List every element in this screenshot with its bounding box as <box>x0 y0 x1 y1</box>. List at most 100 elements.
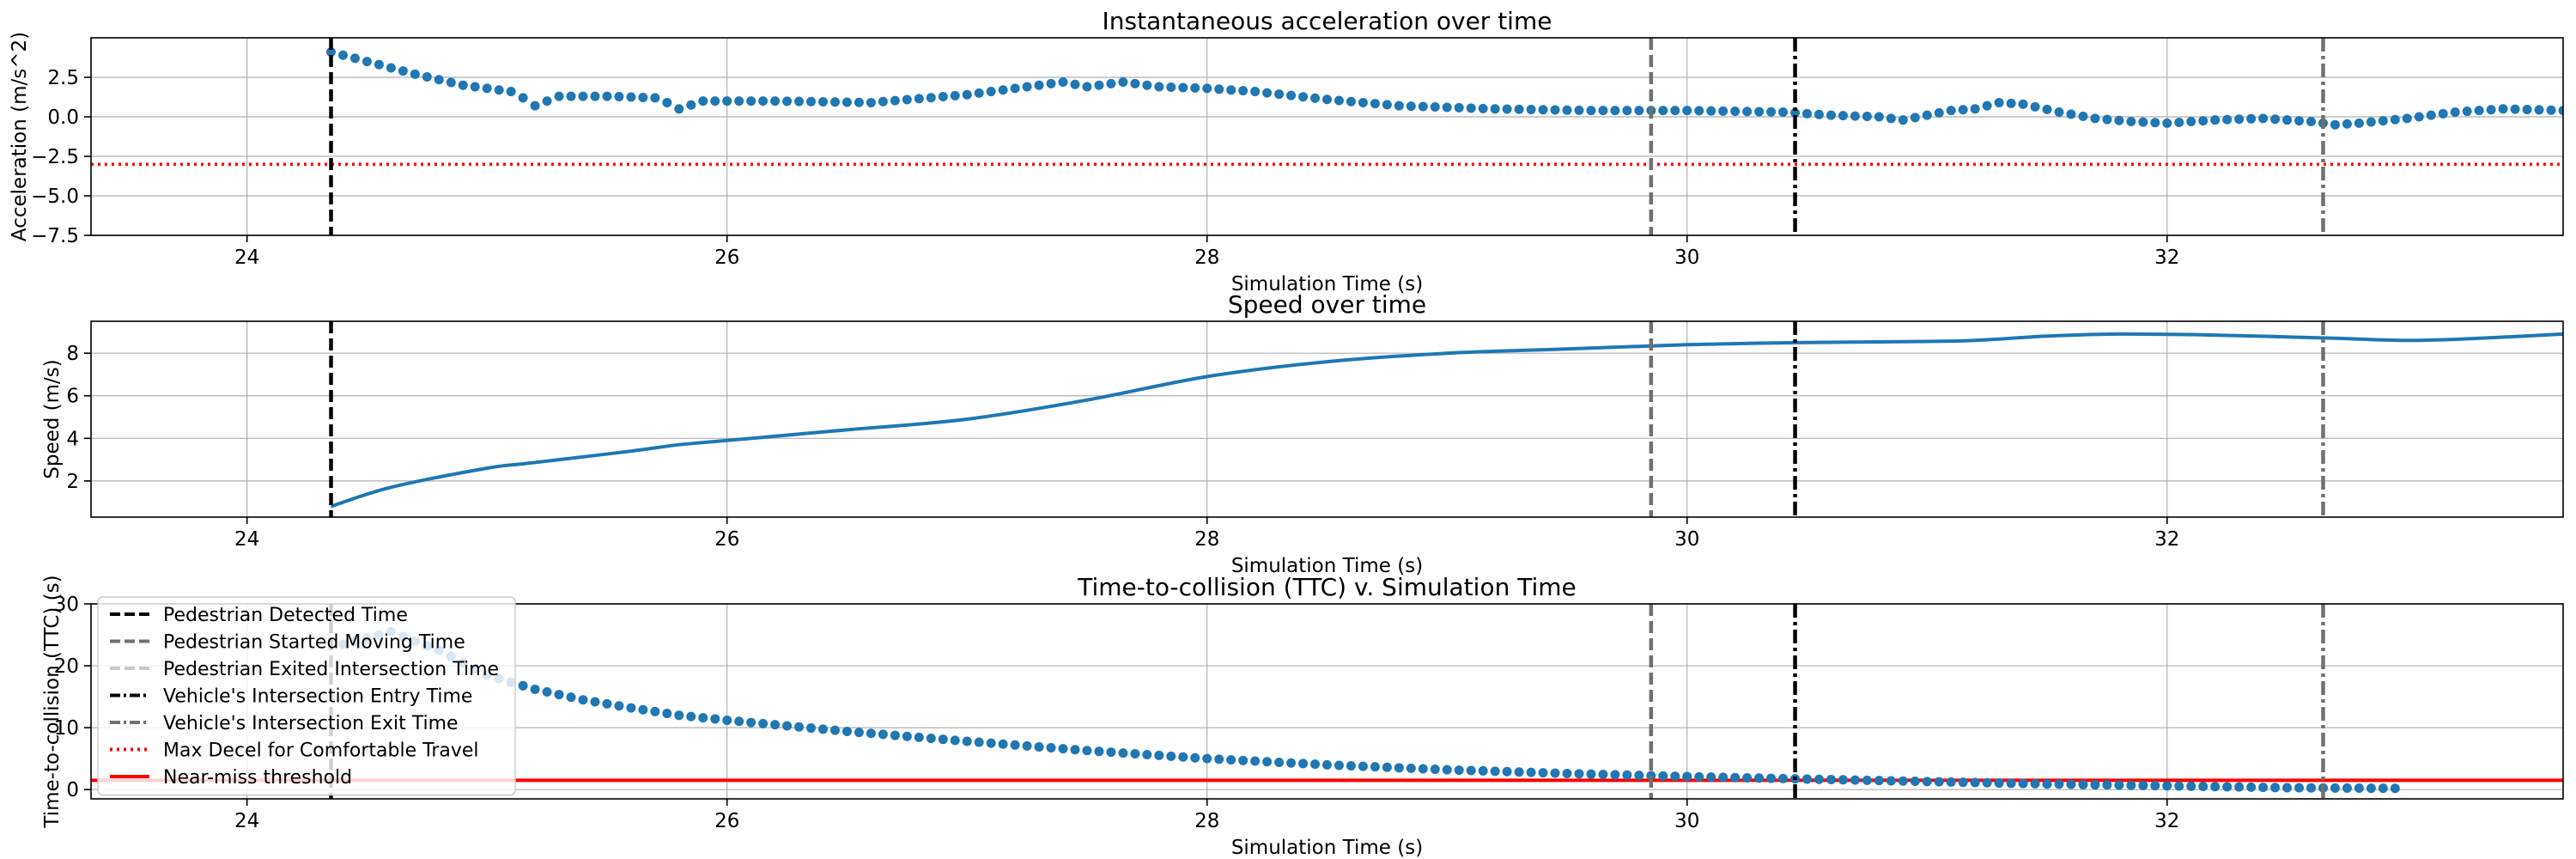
x-tick-label: 32 <box>2154 528 2179 551</box>
data-point <box>349 53 360 64</box>
data-point <box>1970 104 1980 114</box>
data-point <box>2282 115 2293 125</box>
data-point <box>902 94 912 105</box>
y-axis-label: Acceleration (m/s^2) <box>9 32 31 241</box>
data-point <box>2150 781 2160 791</box>
data-point <box>614 701 624 711</box>
data-point <box>1430 765 1440 775</box>
data-point <box>758 718 769 728</box>
data-point <box>674 710 684 721</box>
x-tick-label: 30 <box>1674 247 1699 269</box>
data-point <box>1322 94 1332 105</box>
axes-frame <box>90 37 2564 236</box>
data-point <box>1550 768 1560 778</box>
legend-item: Vehicle's Intersection Entry Time <box>110 686 472 708</box>
data-point <box>1346 761 1356 771</box>
data-point <box>1562 768 1572 778</box>
x-tick-label: 26 <box>714 247 739 269</box>
data-point <box>950 90 960 101</box>
data-point <box>986 87 996 97</box>
data-point <box>1730 772 1741 783</box>
x-axis-label: Simulation Time (s) <box>1231 837 1423 859</box>
data-point <box>1286 90 1297 101</box>
data-point <box>1130 749 1140 759</box>
data-point <box>1118 748 1128 758</box>
data-point <box>578 91 588 101</box>
data-point <box>1010 740 1020 750</box>
data-point <box>1406 101 1416 112</box>
data-point <box>1418 764 1428 774</box>
data-point <box>2330 119 2340 130</box>
data-point <box>410 69 420 79</box>
data-point <box>566 692 576 703</box>
data-point <box>1742 772 1753 783</box>
data-point <box>1718 106 1728 116</box>
data-point <box>1670 771 1680 782</box>
y-axis-label: Time-to-collision (TTC) (s) <box>41 575 64 828</box>
legend: Pedestrian Detected Time Pedestrian Start… <box>97 596 516 796</box>
legend-item: Near-miss threshold <box>110 767 352 789</box>
data-point <box>926 93 936 103</box>
data-point <box>734 716 744 727</box>
data-point <box>878 96 888 107</box>
data-point <box>578 695 588 705</box>
data-point <box>1766 773 1777 783</box>
data-point <box>1682 771 1692 782</box>
chart-title: Speed over time <box>1228 290 1426 319</box>
data-point <box>2102 780 2112 790</box>
data-point <box>878 729 888 740</box>
x-tick-label: 24 <box>234 810 259 832</box>
data-point <box>518 93 528 103</box>
data-point <box>2162 118 2172 128</box>
data-point <box>2366 117 2376 127</box>
data-point <box>2042 779 2052 789</box>
data-point <box>2306 783 2317 793</box>
data-point <box>2378 116 2388 126</box>
data-point <box>1970 777 1980 788</box>
data-point <box>1766 107 1777 117</box>
data-point <box>1514 767 1524 777</box>
data-point <box>1634 106 1644 116</box>
data-point <box>2174 781 2184 791</box>
data-point <box>770 720 781 730</box>
data-point <box>2018 99 2028 109</box>
data-point <box>1202 753 1212 764</box>
data-point <box>2378 783 2388 794</box>
legend-label: Vehicle's Intersection Exit Time <box>163 713 459 734</box>
data-point <box>2126 117 2136 127</box>
data-point <box>1082 746 1092 756</box>
data-point <box>1958 105 1968 115</box>
data-point <box>1814 774 1825 784</box>
data-point <box>626 92 636 102</box>
data-point <box>686 711 696 722</box>
data-point <box>1706 106 1716 116</box>
data-point <box>854 97 864 107</box>
y-axis-label: Speed (m/s) <box>41 359 64 479</box>
x-tick-label: 28 <box>1194 810 1219 832</box>
data-point <box>1214 754 1224 765</box>
y-tick-label: 6 <box>66 386 79 408</box>
panel-1: 24 26 28 30 32 −7.5 −5.0 −2.5 0.0 2.5 Instantaneou… <box>9 7 2564 295</box>
data-point <box>1154 750 1164 760</box>
data-point <box>782 721 793 731</box>
data-point <box>794 722 805 732</box>
data-point <box>1586 769 1596 779</box>
data-point <box>2414 112 2424 122</box>
data-point <box>1598 770 1608 780</box>
data-point <box>2270 783 2281 793</box>
data-point <box>1370 762 1380 772</box>
data-point <box>1070 79 1080 89</box>
data-point <box>1346 96 1356 107</box>
y-tick-label: 8 <box>66 343 79 365</box>
data-point <box>902 731 912 741</box>
data-point <box>2114 780 2124 790</box>
data-point <box>1898 115 1908 125</box>
data-point <box>326 47 337 58</box>
data-point <box>361 57 372 67</box>
data-point <box>841 726 852 736</box>
y-tick-label: 2 <box>66 471 79 493</box>
data-point <box>1058 744 1068 754</box>
data-point <box>938 92 948 102</box>
